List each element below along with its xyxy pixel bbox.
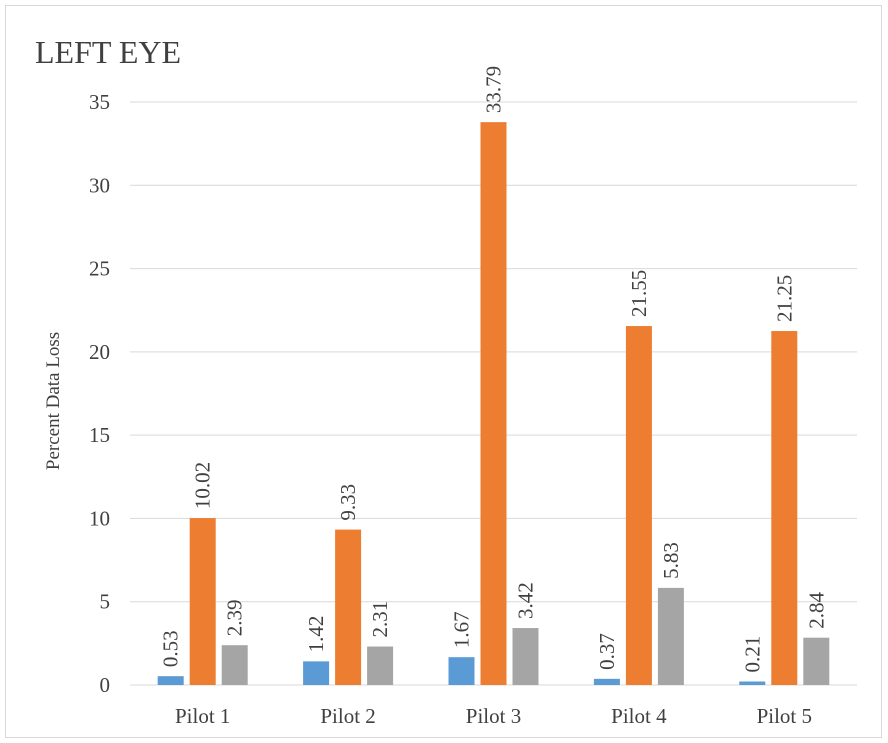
chart-title: LEFT EYE [35, 34, 181, 70]
data-label: 1.67 [450, 611, 474, 648]
bar [448, 657, 475, 685]
data-label: 0.53 [159, 630, 183, 667]
data-label: 2.84 [804, 591, 828, 628]
bar [480, 122, 507, 685]
data-label: 9.33 [336, 484, 360, 521]
data-label: 1.42 [304, 616, 328, 653]
bar [335, 529, 362, 685]
bar [625, 326, 652, 685]
bar [593, 678, 620, 685]
bar [189, 518, 216, 685]
x-tick-label: Pilot 1 [175, 704, 230, 728]
x-tick-label: Pilot 4 [611, 704, 667, 728]
bar [303, 661, 330, 685]
y-axis-label: Percent Data Loss [43, 332, 64, 470]
bar [367, 646, 394, 685]
bar-chart: 0 5 10 15 20 25 30 35 0.53 10.02 2.39 1.42 9.33 2.31… [35, 34, 857, 728]
x-axis-ticks: Pilot 1 Pilot 2 Pilot 3 Pilot 4 Pilot 5 [175, 704, 812, 728]
data-label: 21.25 [772, 275, 796, 322]
data-label: 0.21 [740, 636, 764, 673]
bar [739, 681, 766, 685]
bar [221, 645, 248, 685]
data-label: 2.31 [368, 601, 392, 638]
data-label: 3.42 [514, 582, 538, 619]
data-label: 2.39 [223, 599, 247, 636]
bar [803, 637, 830, 685]
y-tick-label: 35 [89, 90, 110, 114]
data-labels: 0.53 10.02 2.39 1.42 9.33 2.31 1.67 33.79 3.42 0.… [159, 66, 829, 673]
bars [157, 122, 830, 685]
y-tick-label: 15 [89, 423, 110, 447]
data-label: 10.02 [191, 462, 215, 509]
y-tick-label: 10 [89, 506, 110, 530]
y-tick-label: 5 [100, 590, 111, 614]
x-tick-label: Pilot 3 [466, 704, 521, 728]
data-label: 0.37 [595, 633, 619, 670]
data-label: 5.83 [659, 542, 683, 579]
bar [771, 331, 798, 685]
y-tick-label: 0 [100, 673, 111, 697]
chart-area: 0 5 10 15 20 25 30 35 0.53 10.02 2.39 1.42 9.33 2.31… [5, 5, 882, 738]
bar [512, 628, 539, 685]
y-axis-ticks: 0 5 10 15 20 25 30 35 [89, 90, 110, 697]
data-label: 21.55 [627, 270, 651, 317]
y-tick-label: 30 [89, 173, 110, 197]
data-label: 33.79 [482, 66, 506, 113]
x-tick-label: Pilot 5 [757, 704, 812, 728]
bar [657, 587, 684, 685]
x-tick-label: Pilot 2 [320, 704, 375, 728]
y-tick-label: 20 [89, 340, 110, 364]
bar [157, 676, 184, 685]
y-tick-label: 25 [89, 257, 110, 281]
